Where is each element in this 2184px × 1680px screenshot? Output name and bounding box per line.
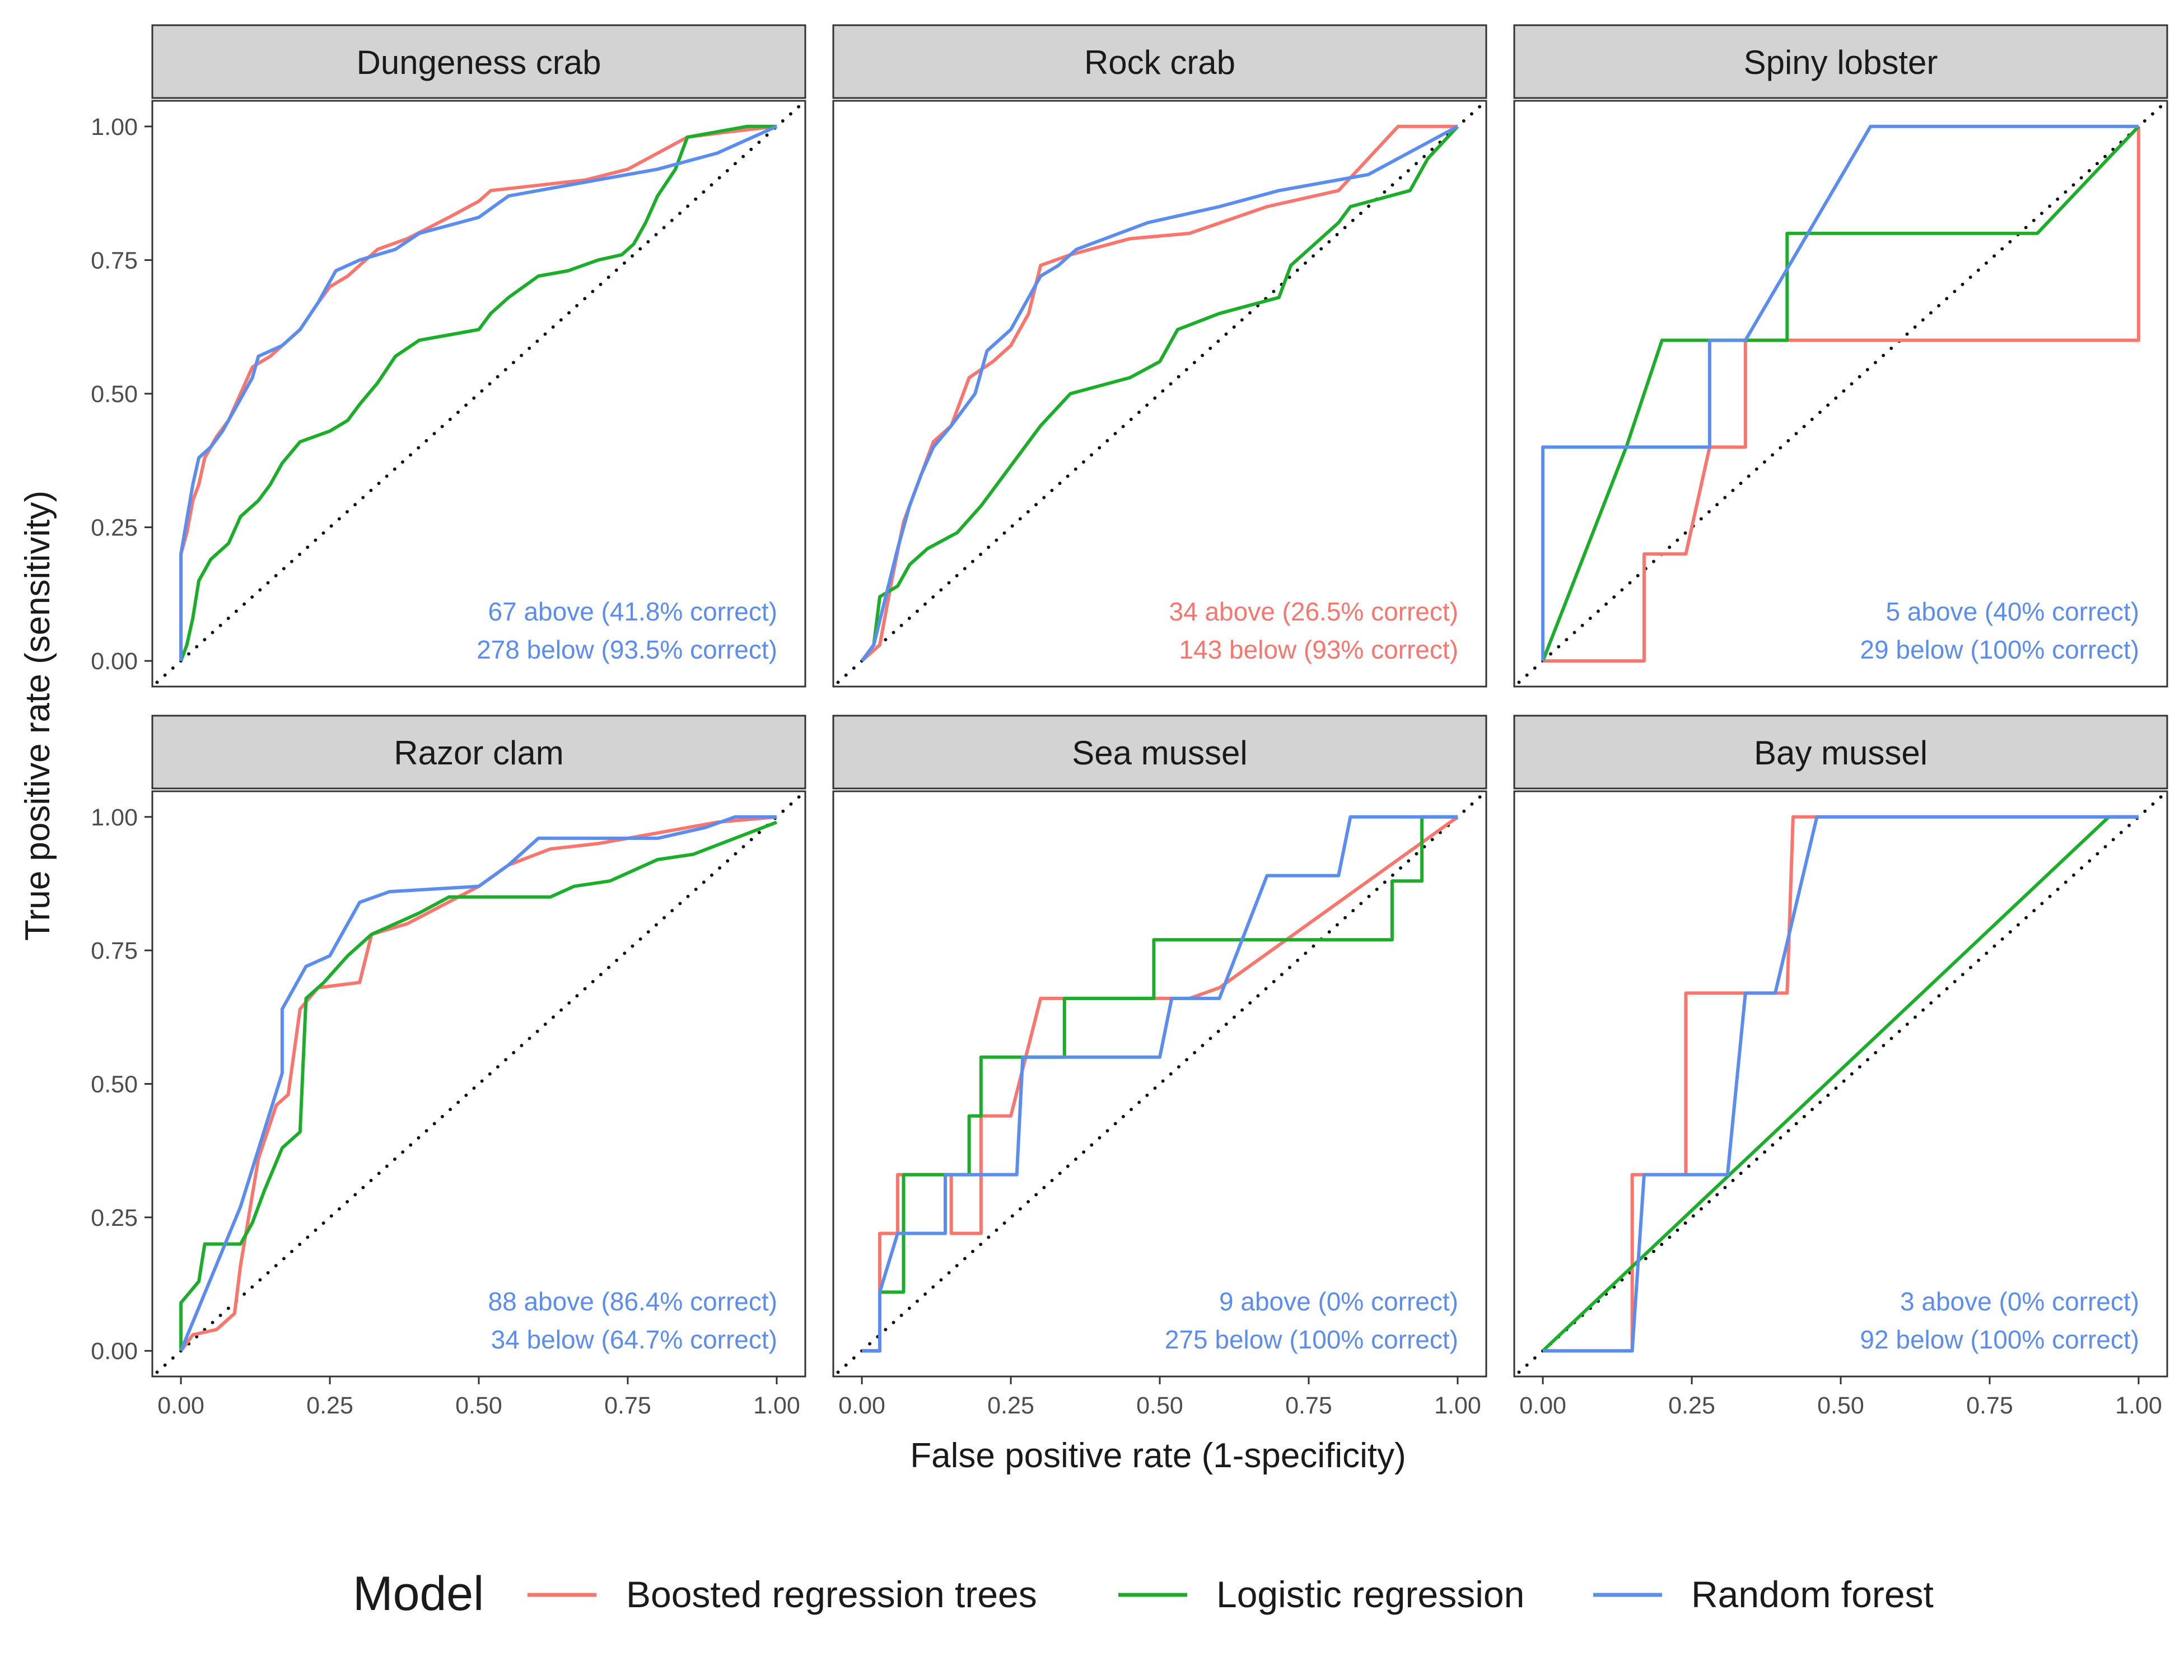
y-tick-label: 0.25 [91, 1205, 138, 1231]
x-tick-label: 1.00 [1434, 1392, 1481, 1419]
y-tick-label: 1.00 [91, 804, 138, 831]
facet-title-spiny-lobster: Spiny lobster [1744, 44, 1938, 81]
y-axis-title: True positive rate (sensitivity) [18, 491, 57, 941]
facet-title-sea-mussel: Sea mussel [1072, 734, 1247, 772]
annotation-text: 143 below (93% correct) [1179, 635, 1458, 664]
roc-line-random-forest [1543, 815, 2139, 1353]
legend-item-boosted: Boosted regression trees [528, 1574, 1037, 1615]
y-tick-label: 0.50 [91, 1071, 138, 1098]
annotation-text: 275 below (100% correct) [1165, 1325, 1458, 1354]
panels-layer: Dungeness crab 67 above (41.8% correct) 27… [91, 24, 2168, 1419]
legend-item-random: Random forest [1593, 1574, 1934, 1615]
roc-line-random-forest [1541, 124, 2139, 661]
y-tick-label: 0.75 [91, 247, 138, 274]
annotation-text: 34 below (64.7% correct) [491, 1325, 777, 1354]
facet-strip-bay-mussel [1513, 715, 2168, 790]
panel-spiny-lobster: Spiny lobster 5 above (40% correct) 29 bel… [1513, 24, 2168, 688]
facet-strip-sea-mussel [832, 715, 1487, 790]
x-tick-label: 0.25 [306, 1392, 353, 1419]
annotation-text: 88 above (86.4% correct) [488, 1287, 778, 1316]
legend-item-logistic: Logistic regression [1118, 1574, 1524, 1615]
annotation-text: 278 below (93.5% correct) [477, 635, 777, 664]
facet-strip-razor-clam [151, 715, 806, 790]
facet-title-bay-mussel: Bay mussel [1754, 734, 1928, 772]
annotation-text: 34 above (26.5% correct) [1169, 597, 1459, 626]
facet-title-razor-clam: Razor clam [394, 734, 563, 772]
facet-title-dungeness-crab: Dungeness crab [357, 44, 601, 81]
facet-strip-dungeness-crab [151, 24, 806, 99]
x-axis-title: False positive rate (1-specificity) [910, 1436, 1406, 1475]
roc-line-random-forest [179, 815, 777, 1352]
x-tick-label: 0.25 [1668, 1392, 1715, 1419]
x-tick-label: 0.75 [604, 1392, 651, 1419]
roc-line-logistic-regression [179, 124, 777, 662]
annotation-text: 29 below (100% correct) [1860, 635, 2139, 664]
x-tick-label: 0.50 [1817, 1392, 1864, 1419]
annotation-text: 3 above (0% correct) [1900, 1287, 2139, 1316]
x-tick-label: 0.00 [157, 1392, 204, 1419]
facet-strip-spiny-lobster [1513, 24, 2168, 99]
facet-title-rock-crab: Rock crab [1084, 44, 1235, 81]
roc-line-random-forest [862, 815, 1458, 1353]
roc-line-logistic-regression [860, 125, 1459, 662]
panel-sea-mussel: Sea mussel 9 above (0% correct) 275 below … [832, 715, 1487, 1419]
annotation-text: 92 below (100% correct) [1860, 1325, 2139, 1354]
legend-label-random: Random forest [1691, 1574, 1934, 1615]
x-tick-label: 1.00 [753, 1392, 800, 1419]
legend-title: Model [353, 1567, 484, 1621]
legend-label-boosted: Boosted regression trees [626, 1574, 1037, 1615]
x-tick-label: 0.75 [1285, 1392, 1332, 1419]
legend-label-logistic: Logistic regression [1216, 1574, 1524, 1615]
roc-line-boosted-regression-trees [179, 815, 777, 1352]
x-tick-label: 0.25 [987, 1392, 1034, 1419]
y-tick-label: 0.00 [91, 1338, 138, 1365]
legend: Model Boosted regression trees Logistic … [353, 1567, 1934, 1621]
annotation-text: 9 above (0% correct) [1219, 1287, 1458, 1316]
panel-rock-crab: Rock crab 34 above (26.5% correct) 143 bel… [832, 24, 1487, 688]
annotation-text: 67 above (41.8% correct) [488, 597, 778, 626]
roc-line-boosted-regression-trees [1543, 815, 2139, 1353]
x-tick-label: 1.00 [2115, 1392, 2162, 1419]
panel-dungeness-crab: Dungeness crab 67 above (41.8% correct) 27… [91, 24, 806, 688]
x-tick-label: 0.75 [1966, 1392, 2013, 1419]
x-tick-label: 0.50 [455, 1392, 502, 1419]
roc-line-logistic-regression [179, 820, 777, 1351]
y-tick-label: 0.75 [91, 937, 138, 964]
x-tick-label: 0.50 [1136, 1392, 1183, 1419]
roc-line-random-forest [860, 125, 1459, 662]
annotation-text: 5 above (40% correct) [1886, 597, 2139, 626]
roc-line-boosted-regression-trees [862, 815, 1459, 1353]
facet-strip-rock-crab [832, 24, 1487, 99]
panel-razor-clam: Razor clam 88 above (86.4% correct) 34 bel… [91, 715, 806, 1419]
x-tick-label: 0.00 [1519, 1392, 1566, 1419]
y-tick-label: 0.50 [91, 381, 138, 408]
roc-line-random-forest [179, 125, 778, 661]
y-tick-label: 0.00 [91, 648, 138, 675]
x-tick-label: 0.00 [838, 1392, 885, 1419]
y-tick-label: 0.25 [91, 515, 138, 542]
y-tick-label: 1.00 [91, 114, 138, 141]
panel-bay-mussel: Bay mussel 3 above (0% correct) 92 below (… [1513, 715, 2168, 1419]
